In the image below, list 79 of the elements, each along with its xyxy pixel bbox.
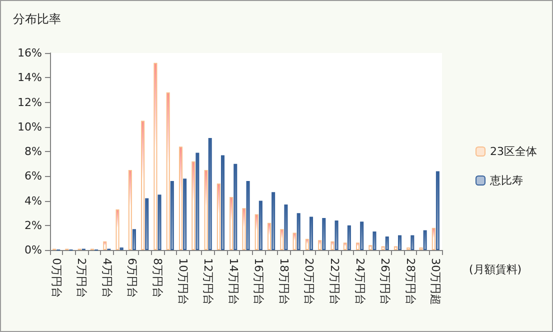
bar bbox=[196, 152, 200, 250]
x-tick-label: 22万円台 bbox=[328, 258, 342, 305]
x-tick-label: 10万円台 bbox=[176, 258, 190, 305]
y-tick-label: 8% bbox=[24, 145, 42, 158]
x-tick-label: 4万円台 bbox=[100, 258, 114, 298]
y-tick-label: 2% bbox=[24, 218, 42, 232]
x-tick-label: 6万円台 bbox=[126, 258, 139, 298]
bar bbox=[309, 216, 314, 250]
legend-label: 恵比寿 bbox=[489, 174, 524, 187]
bar bbox=[381, 246, 385, 250]
bar bbox=[145, 198, 149, 250]
x-tick-label: 12万円台 bbox=[202, 258, 215, 305]
y-tick-label: 12% bbox=[18, 96, 42, 109]
bar bbox=[372, 232, 376, 250]
bar bbox=[258, 200, 262, 250]
bar bbox=[166, 92, 170, 250]
bar bbox=[234, 164, 238, 250]
y-tick-label: 16% bbox=[18, 46, 42, 60]
bar bbox=[296, 213, 300, 250]
bar bbox=[280, 229, 284, 250]
bar bbox=[204, 170, 208, 250]
x-axis-title: (月額賃料) bbox=[469, 263, 522, 276]
x-tick-label: 28万円台 bbox=[404, 258, 417, 305]
x-tick-label: 26万円台 bbox=[378, 258, 392, 305]
y-tick-label: 10% bbox=[18, 120, 42, 134]
bar bbox=[343, 242, 347, 250]
x-tick-label: 0万円台 bbox=[50, 258, 63, 298]
bar bbox=[220, 155, 225, 250]
legend-label: 23区全体 bbox=[490, 145, 538, 158]
bar bbox=[385, 236, 389, 250]
bar bbox=[246, 181, 250, 250]
bar bbox=[154, 62, 158, 250]
bar bbox=[170, 181, 174, 250]
bar bbox=[158, 194, 162, 250]
y-tick-label: 4% bbox=[24, 194, 42, 208]
bar bbox=[410, 235, 414, 250]
bar bbox=[347, 225, 351, 250]
bar bbox=[208, 138, 212, 250]
x-tick-label: 24万円台 bbox=[353, 258, 366, 305]
bar bbox=[183, 178, 187, 250]
bar bbox=[432, 228, 436, 250]
bar bbox=[116, 209, 120, 250]
bar bbox=[178, 146, 183, 250]
bar bbox=[398, 235, 402, 250]
y-axis-title: 分布比率 bbox=[13, 12, 61, 26]
bar bbox=[292, 232, 296, 250]
bar bbox=[305, 238, 309, 250]
bar bbox=[216, 184, 220, 250]
x-tick-label: 20万円台 bbox=[302, 258, 316, 305]
bar bbox=[360, 222, 364, 250]
bar bbox=[141, 120, 145, 250]
bar bbox=[128, 170, 132, 250]
x-tick-label: 2万円台 bbox=[75, 258, 88, 298]
bar bbox=[192, 161, 196, 250]
bar bbox=[272, 192, 276, 250]
bar bbox=[334, 220, 338, 250]
bar bbox=[242, 208, 246, 250]
y-tick-label: 0% bbox=[24, 244, 42, 256]
y-tick-label: 14% bbox=[18, 71, 42, 84]
bar bbox=[284, 204, 288, 250]
bar bbox=[254, 214, 258, 250]
x-tick-label: 8万円台 bbox=[150, 258, 164, 298]
y-tick-label: 6% bbox=[24, 170, 42, 183]
x-tick-label: 30万円超 bbox=[429, 258, 442, 305]
bar bbox=[394, 246, 398, 250]
bar bbox=[267, 222, 272, 250]
x-tick-label: 16万円台 bbox=[252, 258, 266, 305]
x-tick-label: 14万円台 bbox=[226, 258, 240, 305]
bar bbox=[356, 242, 360, 250]
bar bbox=[318, 240, 322, 250]
bar bbox=[322, 218, 326, 250]
bar bbox=[103, 241, 107, 250]
bar bbox=[330, 241, 334, 250]
bar bbox=[368, 245, 372, 250]
bar bbox=[423, 230, 427, 250]
x-tick-label: 18万円台 bbox=[277, 258, 290, 305]
bar bbox=[230, 197, 234, 250]
bar bbox=[132, 229, 136, 250]
bar bbox=[436, 171, 440, 250]
